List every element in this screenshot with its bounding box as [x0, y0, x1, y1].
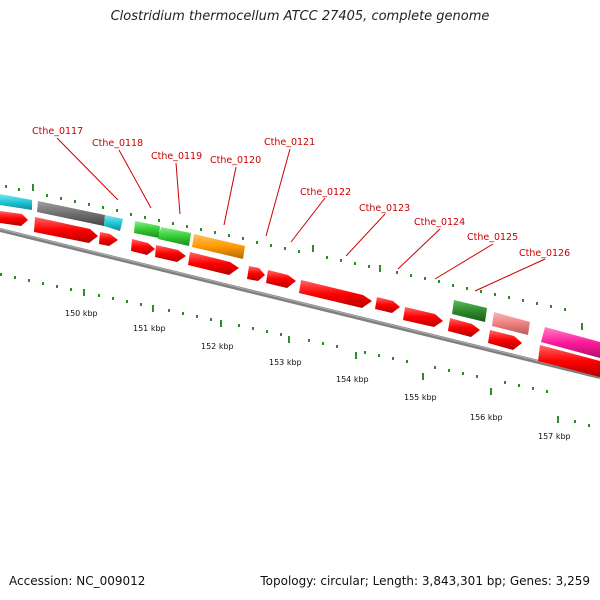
- feature-gray: [37, 201, 105, 226]
- kbp-label-154: 154 kbp: [336, 375, 369, 384]
- leader-line-cthe-0121: [265, 148, 291, 237]
- leader-line-cthe-0122: [290, 197, 326, 243]
- cds-track: [0, 211, 600, 377]
- leader-line-cthe-0119: [175, 162, 181, 215]
- kbp-label-150: 150 kbp: [65, 309, 98, 318]
- kbp-label-155: 155 kbp: [404, 393, 437, 402]
- kbp-label-156: 156 kbp: [470, 413, 503, 422]
- gene-label-cthe-0121: Cthe_0121: [264, 137, 315, 148]
- kbp-label-153: 153 kbp: [269, 358, 302, 367]
- feature-salmon: [492, 312, 530, 335]
- map-title: Clostridium thermocellum ATCC 27405, com…: [110, 9, 490, 24]
- gene-label-cthe-0120: Cthe_0120: [210, 155, 261, 166]
- leader-line-cthe-0124: [397, 228, 441, 270]
- gene-label-cthe-0117: Cthe_0117: [32, 126, 83, 137]
- cds-arrow: [538, 345, 600, 377]
- feature-light-green-a: [134, 221, 160, 238]
- feature-light-green-b: [158, 227, 191, 246]
- topology-text: Topology: circular; Length: 3,843,301 bp…: [260, 574, 590, 588]
- gene-label-cthe-0125: Cthe_0125: [467, 232, 518, 243]
- feature-cyan-right: [104, 215, 123, 231]
- gene-label-cthe-0124: Cthe_0124: [414, 217, 465, 228]
- kbp-label-151: 151 kbp: [133, 324, 166, 333]
- leader-line-cthe-0125: [434, 243, 494, 280]
- cds-arrow: [247, 266, 265, 281]
- feature-dark-green: [452, 300, 487, 322]
- gene-label-cthe-0118: Cthe_0118: [92, 138, 143, 149]
- feature-cyan-left: [0, 194, 32, 210]
- leader-line-cthe-0117: [56, 137, 119, 201]
- cds-arrow: [299, 280, 372, 308]
- kbp-label-152: 152 kbp: [201, 342, 234, 351]
- leader-line-cthe-0126: [474, 258, 546, 292]
- feature-magenta: [541, 327, 600, 358]
- leader-line-cthe-0118: [118, 149, 152, 209]
- kbp-scale-labels: 150 kbp 151 kbp 152 kbp 153 kbp 154 kbp …: [65, 309, 571, 441]
- gene-leader-lines: [56, 137, 546, 292]
- feature-track: [0, 194, 600, 358]
- leader-line-cthe-0120: [223, 166, 237, 226]
- accession-text: Accession: NC_009012: [9, 574, 146, 588]
- cds-arrow: [0, 211, 28, 226]
- gene-label-cthe-0126: Cthe_0126: [519, 248, 570, 259]
- feature-orange: [192, 234, 245, 259]
- gene-label-cthe-0119: Cthe_0119: [151, 151, 202, 162]
- cds-arrow: [131, 239, 155, 255]
- gene-label-cthe-0123: Cthe_0123: [359, 203, 410, 214]
- kbp-label-157: 157 kbp: [538, 432, 571, 441]
- cds-arrow: [188, 252, 239, 275]
- genome-backbone: [0, 228, 600, 379]
- cds-arrow: [403, 307, 443, 327]
- upper-tick-row: [5, 184, 583, 330]
- cds-arrow: [266, 270, 296, 288]
- cds-arrow: [99, 232, 118, 246]
- gene-label-cthe-0122: Cthe_0122: [300, 187, 351, 198]
- cds-arrow: [488, 330, 522, 350]
- cds-arrow: [448, 318, 480, 337]
- lower-tick-row: [0, 273, 590, 427]
- cds-arrow: [155, 245, 186, 262]
- gene-labels: Cthe_0117 Cthe_0118 Cthe_0119 Cthe_0120 …: [32, 126, 570, 259]
- leader-line-cthe-0123: [345, 213, 386, 257]
- cds-arrow: [34, 217, 98, 243]
- cds-arrow: [375, 297, 400, 313]
- genome-backbone-highlight: [0, 228, 600, 377]
